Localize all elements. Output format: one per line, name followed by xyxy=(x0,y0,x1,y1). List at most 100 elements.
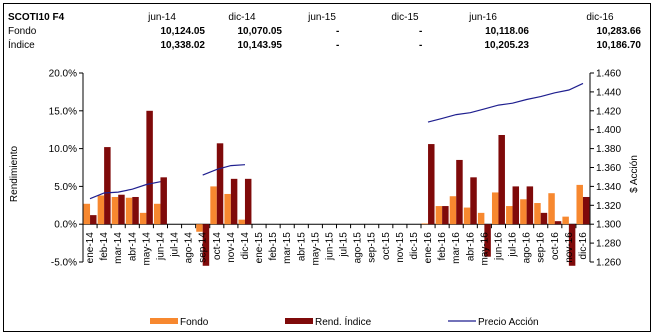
bar-fondo xyxy=(196,224,203,232)
bar-indice xyxy=(146,110,153,225)
bar-fondo xyxy=(111,196,119,225)
bar-fondo xyxy=(576,184,583,225)
x-tick-label: jul-14 xyxy=(170,232,181,258)
x-tick-label: nov-14 xyxy=(226,232,237,263)
bar-fondo xyxy=(238,219,245,225)
x-tick-label: ene-16 xyxy=(423,232,434,264)
header-row-value: - xyxy=(336,26,340,37)
bar-indice xyxy=(118,194,125,225)
bar-indice xyxy=(216,143,224,225)
bar-fondo xyxy=(562,216,569,225)
x-tick-label: mar-16 xyxy=(451,232,462,264)
y-tick-label: 5.0% xyxy=(54,182,77,193)
x-tick-label: feb-15 xyxy=(268,232,279,261)
price-line xyxy=(427,82,584,123)
x-tick-label: jul-16 xyxy=(508,232,519,258)
x-tick-label: oct-15 xyxy=(381,232,392,260)
y-axis-label: Rendimiento xyxy=(9,145,20,202)
x-tick-label: abr-15 xyxy=(296,232,307,261)
header-row-value: 10,124.05 xyxy=(160,26,206,37)
y2-tick-label: 1.320 xyxy=(596,201,621,212)
bar-fondo xyxy=(153,203,161,225)
bar-fondo xyxy=(463,207,471,225)
x-tick-label: ago-15 xyxy=(353,232,364,264)
bar-indice xyxy=(132,196,139,225)
bar-fondo xyxy=(83,203,91,225)
header-row-value: - xyxy=(336,40,340,51)
header-row-value: 10,070.05 xyxy=(237,26,283,37)
header-date: dic-15 xyxy=(391,12,419,23)
price-line xyxy=(202,164,246,176)
x-tick-label: jun-15 xyxy=(324,232,335,261)
price-line xyxy=(89,181,161,200)
header-row-value: 10,143.95 xyxy=(237,40,283,51)
y2-tick-label: 1.260 xyxy=(596,258,621,269)
bar-fondo xyxy=(506,206,513,225)
bar-indice xyxy=(160,177,167,225)
bar-indice xyxy=(104,147,111,225)
bar-indice xyxy=(90,215,97,225)
x-tick-label: jun-14 xyxy=(155,232,166,261)
x-tick-label: feb-16 xyxy=(437,232,448,261)
legend-label-precio: Precio Acción xyxy=(478,317,539,328)
bar-indice xyxy=(512,186,520,225)
y2-tick-label: 1.340 xyxy=(596,182,621,193)
bar-indice xyxy=(484,224,491,257)
bar-indice xyxy=(456,159,463,225)
x-tick-label: dic-14 xyxy=(240,232,251,260)
header-row-value: 10,283.66 xyxy=(596,26,642,37)
header-date: dic-16 xyxy=(586,12,614,23)
y-tick-label: -5.0% xyxy=(51,258,77,269)
header-row-label: Índice xyxy=(8,40,35,51)
y2-tick-label: 1.440 xyxy=(596,87,621,98)
bar-fondo xyxy=(449,196,457,225)
x-tick-label: ago-16 xyxy=(522,232,533,264)
y2-tick-label: 1.420 xyxy=(596,106,621,117)
header-date: dic-14 xyxy=(228,12,256,23)
x-tick-label: jul-15 xyxy=(339,232,350,258)
x-tick-label: oct-14 xyxy=(212,232,223,260)
x-tick-label: oct-16 xyxy=(550,232,561,260)
x-tick-label: sep-14 xyxy=(198,232,209,263)
bar-indice xyxy=(442,206,449,225)
x-tick-label: may-15 xyxy=(310,232,321,266)
x-tick-label: ene-14 xyxy=(85,232,96,264)
x-tick-label: may-14 xyxy=(141,232,152,266)
bar-indice xyxy=(498,134,505,225)
x-tick-label: may-16 xyxy=(479,232,490,266)
bar-fondo xyxy=(224,193,231,225)
x-tick-label: abr-16 xyxy=(465,232,476,261)
legend-swatch-indice xyxy=(285,318,313,324)
bar-fondo xyxy=(97,195,105,225)
bar-fondo xyxy=(435,206,443,225)
x-tick-label: abr-14 xyxy=(127,232,138,261)
header-row-value: 10,186.70 xyxy=(596,40,642,51)
header-row-value: 10,338.02 xyxy=(160,40,206,51)
header-row-label: Fondo xyxy=(8,26,37,37)
x-tick-label: dic-16 xyxy=(578,232,589,260)
x-tick-label: mar-15 xyxy=(282,232,293,264)
bar-fondo xyxy=(548,193,555,225)
legend-swatch-fondo xyxy=(150,318,178,324)
header-date: jun-16 xyxy=(469,12,497,23)
bar-fondo xyxy=(534,203,541,225)
x-tick-label: jun-16 xyxy=(493,232,504,261)
y-tick-label: 0.0% xyxy=(54,220,77,231)
y2-tick-label: 1.400 xyxy=(596,125,621,136)
header-row-value: - xyxy=(419,26,423,37)
y2-tick-label: 1.280 xyxy=(596,239,621,250)
legend-label-fondo: Fondo xyxy=(180,317,209,328)
x-tick-label: sep-16 xyxy=(536,232,547,263)
header-date: jun-14 xyxy=(148,12,176,23)
x-tick-label: feb-14 xyxy=(99,232,110,261)
x-tick-label: sep-15 xyxy=(367,232,378,263)
bar-indice xyxy=(470,177,477,225)
bar-fondo xyxy=(210,186,217,225)
bar-indice xyxy=(230,178,238,225)
bar-fondo xyxy=(491,192,499,225)
bar-indice xyxy=(202,224,210,266)
bar-fondo xyxy=(421,223,429,225)
bar-indice xyxy=(568,224,576,266)
fund-code: SCOTI10 F4 xyxy=(8,12,65,23)
x-tick-label: ene-15 xyxy=(254,232,265,264)
